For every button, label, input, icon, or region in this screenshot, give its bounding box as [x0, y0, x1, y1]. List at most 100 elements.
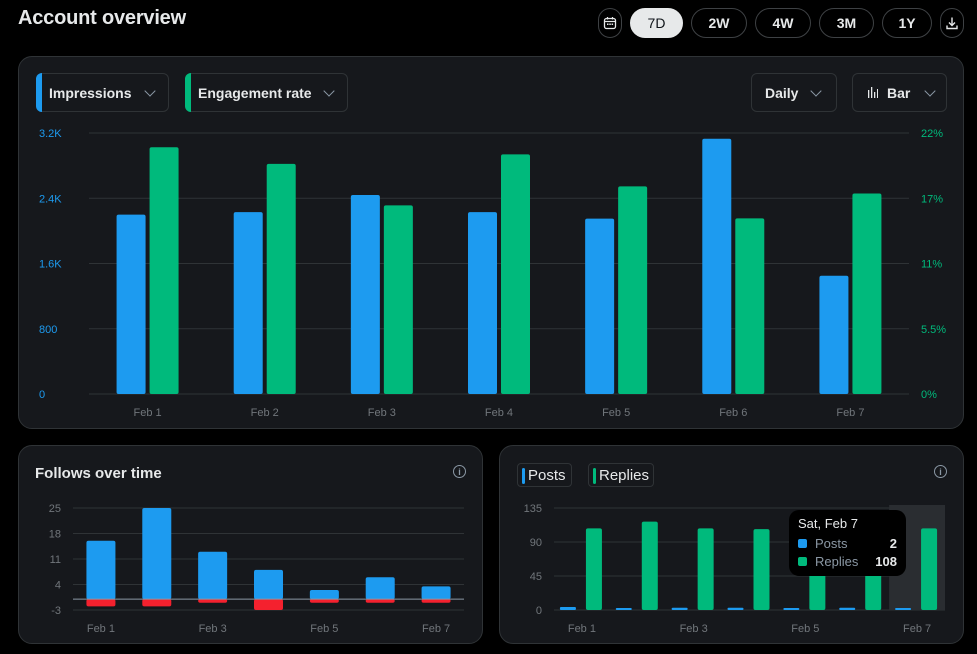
download-button[interactable] — [940, 8, 964, 38]
tooltip-replies-label: Replies — [815, 554, 859, 569]
range-button-4w[interactable]: 4W — [755, 8, 811, 38]
x-tick-label: Feb 6 — [719, 407, 747, 419]
bar-unfollows-feb-6 — [365, 599, 395, 603]
x-tick-label: Feb 1 — [87, 623, 115, 635]
tooltip-posts-value: 2 — [889, 536, 897, 551]
bar-replies-feb-2 — [641, 521, 658, 610]
range-button-1y[interactable]: 1Y — [882, 8, 932, 38]
bar-follows-feb-3 — [198, 551, 228, 600]
info-icon[interactable]: i — [453, 465, 466, 478]
download-icon — [946, 17, 958, 30]
bar-engagement-feb-1 — [149, 147, 179, 394]
y-tick-label: 90 — [530, 537, 542, 549]
follows-card-title: Follows over time — [35, 465, 162, 482]
bar-engagement-feb-4 — [501, 154, 530, 394]
range-button-2w[interactable]: 2W — [691, 8, 747, 38]
y-right-tick-label: 22% — [921, 128, 943, 140]
calendar-button[interactable] — [598, 8, 622, 38]
bar-unfollows-feb-3 — [198, 599, 228, 603]
range-button-3m[interactable]: 3M — [819, 8, 874, 38]
chart-tooltip: Sat, Feb 7 Posts 2 Replies 108 — [789, 510, 906, 576]
y-right-tick-label: 17% — [921, 193, 943, 205]
y-right-tick-label: 5.5% — [921, 324, 946, 336]
bar-impressions-feb-1 — [116, 214, 146, 394]
bar-impressions-feb-5 — [585, 218, 615, 394]
x-tick-label: Feb 5 — [602, 407, 630, 419]
legend-replies-label: Replies — [599, 466, 650, 484]
legend-posts[interactable]: Posts — [517, 463, 572, 487]
x-tick-label: Feb 1 — [134, 407, 162, 419]
x-tick-label: Feb 5 — [791, 623, 819, 635]
bar-unfollows-feb-4 — [254, 599, 283, 610]
legend-replies[interactable]: Replies — [588, 463, 654, 487]
bar-follows-feb-5 — [309, 589, 339, 600]
x-tick-label: Feb 5 — [310, 623, 338, 635]
x-tick-label: Feb 4 — [485, 407, 513, 419]
y-tick-label: 0 — [536, 605, 542, 617]
interval-dropdown[interactable]: Daily — [751, 73, 837, 112]
interval-label: Daily — [765, 84, 799, 101]
tooltip-replies-value: 108 — [875, 554, 897, 569]
engagement-rate-metric-dropdown[interactable]: Engagement rate — [185, 73, 348, 112]
tooltip-row-replies: Replies 108 — [798, 554, 897, 569]
calendar-icon — [603, 17, 617, 30]
x-tick-label: Feb 7 — [836, 407, 864, 419]
bar-posts-feb-3 — [671, 607, 688, 610]
impressions-color-swatch — [36, 73, 42, 112]
posts-color-dot — [798, 539, 807, 548]
x-tick-label: Feb 7 — [903, 623, 931, 635]
bar-engagement-feb-6 — [735, 218, 765, 394]
range-button-7d[interactable]: 7D — [630, 8, 683, 38]
replies-color-swatch — [593, 468, 596, 484]
y-right-tick-label: 0% — [921, 389, 937, 401]
bar-unfollows-feb-7 — [421, 599, 451, 603]
bar-follows-feb-2 — [142, 508, 172, 600]
y-tick-label: 25 — [49, 503, 61, 515]
tooltip-row-posts: Posts 2 — [798, 536, 897, 551]
bar-posts-feb-1 — [559, 606, 576, 610]
impressions-engagement-chart[interactable]: 0 0% 800 5.5% 1.6K 11% 2.4K 17% 3.2K 22% Feb 1 Feb … — [19, 57, 965, 430]
tooltip-date: Sat, Feb 7 — [798, 516, 858, 531]
bar-posts-feb-6 — [839, 607, 856, 610]
bar-replies-feb-7 — [921, 528, 938, 610]
x-tick-label: Feb 1 — [568, 623, 596, 635]
bar-follows-feb-7 — [421, 586, 451, 600]
bar-engagement-feb-2 — [266, 163, 296, 394]
y-left-tick-label: 2.4K — [39, 193, 62, 205]
chart-type-label: Bar — [887, 84, 911, 101]
y-left-tick-label: 1.6K — [39, 259, 62, 271]
replies-color-dot — [798, 557, 807, 566]
bar-replies-feb-4 — [753, 529, 770, 610]
bar-chart-icon — [868, 87, 878, 98]
impressions-metric-dropdown[interactable]: Impressions — [36, 73, 169, 112]
bar-posts-feb-4 — [727, 607, 744, 610]
page-title: Account overview — [18, 7, 186, 29]
bar-engagement-feb-5 — [618, 186, 648, 394]
follows-chart[interactable]: -3 4 11 18 25 Feb 1 Feb 3 Feb 5 Feb 7 — [19, 446, 484, 645]
info-icon[interactable]: i — [934, 465, 947, 478]
y-left-tick-label: 0 — [39, 389, 45, 401]
tooltip-posts-label: Posts — [815, 536, 848, 551]
bar-engagement-feb-7 — [852, 193, 882, 394]
y-tick-label: 45 — [530, 571, 542, 583]
bar-replies-feb-1 — [585, 528, 602, 610]
bar-impressions-feb-3 — [350, 194, 380, 394]
bar-posts-feb-7 — [895, 608, 912, 610]
bar-impressions-feb-7 — [819, 275, 849, 394]
y-right-tick-label: 11% — [921, 259, 942, 271]
chart-type-dropdown[interactable]: Bar — [852, 73, 947, 112]
x-tick-label: Feb 3 — [680, 623, 708, 635]
y-tick-label: -3 — [51, 605, 61, 617]
y-left-tick-label: 3.2K — [39, 128, 62, 140]
bar-posts-feb-5 — [783, 608, 800, 610]
bar-impressions-feb-4 — [468, 212, 497, 394]
y-tick-label: 18 — [49, 529, 61, 541]
legend-posts-label: Posts — [528, 466, 566, 484]
engagement-color-swatch — [185, 73, 191, 112]
y-tick-label: 11 — [50, 554, 61, 566]
bar-unfollows-feb-2 — [142, 599, 172, 607]
bar-replies-feb-3 — [697, 528, 714, 610]
bar-follows-feb-4 — [254, 569, 283, 600]
bar-impressions-feb-2 — [233, 212, 263, 394]
